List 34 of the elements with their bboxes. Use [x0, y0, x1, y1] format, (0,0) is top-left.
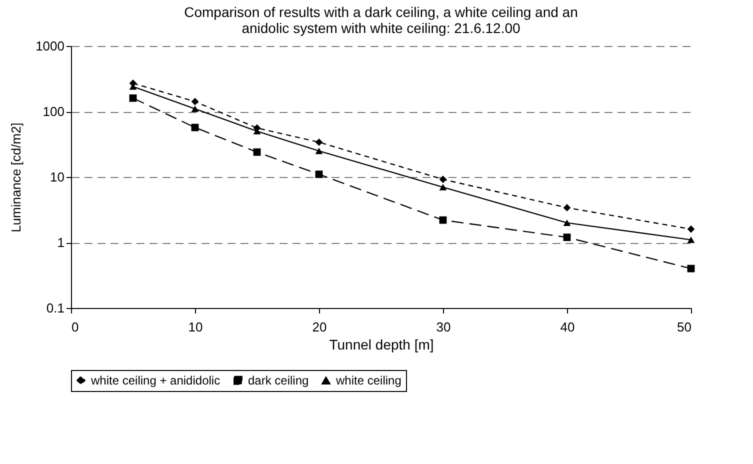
y-tick-label: 1000	[36, 38, 64, 54]
point	[253, 148, 261, 156]
point	[439, 216, 447, 224]
x-tick-label: 40	[560, 320, 575, 334]
x-tick-label: 20	[312, 320, 327, 334]
point	[563, 204, 571, 212]
x-tick-label: 50	[677, 320, 692, 334]
x-axis-title: Tunnel depth [m]	[329, 336, 434, 352]
y-tick-label: 0.1	[46, 300, 64, 316]
x-tick-label: 30	[436, 320, 451, 334]
legend-label: white ceiling + anididolic	[90, 373, 220, 388]
legend-label: dark ceiling	[248, 373, 309, 388]
point	[687, 225, 695, 233]
point	[563, 220, 571, 226]
point	[439, 176, 447, 184]
x-tick-label: 10	[188, 320, 203, 334]
point	[191, 106, 199, 112]
point	[315, 138, 323, 146]
point	[315, 148, 323, 154]
point	[439, 184, 447, 190]
text: anidolic system with white ceiling: 21.6.12.00	[242, 20, 520, 36]
point	[687, 236, 695, 243]
y-axis-title: Luminance [cd/m2]	[8, 122, 24, 232]
point	[563, 234, 571, 242]
point	[191, 98, 199, 106]
legend-label: white ceiling	[335, 374, 402, 388]
point	[687, 264, 695, 272]
y-tick-label: 1	[57, 235, 64, 250]
point	[315, 170, 323, 178]
y-tick-label: 10	[50, 170, 64, 184]
text: Comparison of results with a dark ceiling, a white ceiling and an	[184, 4, 578, 20]
y-tick-label: 100	[42, 104, 64, 119]
point	[129, 94, 137, 102]
x-tick-label: 0	[72, 320, 79, 334]
